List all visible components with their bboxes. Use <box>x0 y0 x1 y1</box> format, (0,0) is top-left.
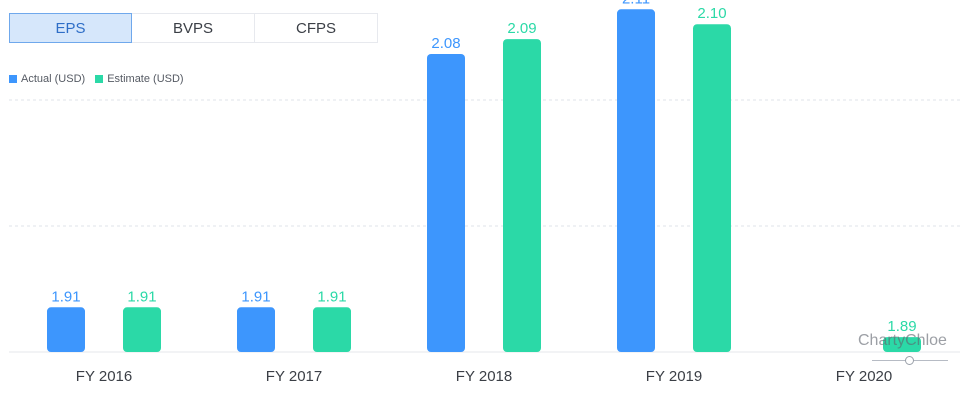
bar-estimate-fy-2020[interactable] <box>883 337 921 352</box>
legend-item-estimate[interactable]: Estimate (USD) <box>95 73 184 85</box>
data-label-estimate-fy-2017: 1.91 <box>317 288 346 305</box>
watermark-slider-knob <box>905 356 914 365</box>
data-label-estimate-fy-2016: 1.91 <box>127 288 156 305</box>
data-label-actual-fy-2019: 2.11 <box>622 0 650 7</box>
data-label-actual-fy-2018: 2.08 <box>431 35 460 52</box>
x-tick-label-fy-2017: FY 2017 <box>266 368 322 385</box>
bar-actual-fy-2016[interactable] <box>47 307 85 352</box>
x-tick-label-fy-2016: FY 2016 <box>76 368 132 385</box>
x-tick-label-fy-2020: FY 2020 <box>836 368 892 385</box>
legend-swatch-estimate <box>95 75 104 83</box>
data-label-estimate-fy-2019: 2.10 <box>697 5 726 22</box>
chart-legend: Actual (USD) Estimate (USD) <box>9 73 194 85</box>
data-label-estimate-fy-2018: 2.09 <box>507 20 536 37</box>
bar-estimate-fy-2016[interactable] <box>123 307 161 352</box>
legend-item-actual[interactable]: Actual (USD) <box>9 73 85 85</box>
bar-estimate-fy-2017[interactable] <box>313 307 351 352</box>
bar-actual-fy-2018[interactable] <box>427 54 465 352</box>
x-tick-label-fy-2018: FY 2018 <box>456 368 512 385</box>
legend-label-estimate: Estimate (USD) <box>107 73 184 85</box>
legend-label-actual: Actual (USD) <box>21 73 86 85</box>
bar-estimate-fy-2019[interactable] <box>693 24 731 352</box>
data-label-estimate-fy-2020: 1.89 <box>887 318 916 335</box>
data-label-actual-fy-2016: 1.91 <box>51 288 80 305</box>
x-tick-label-fy-2019: FY 2019 <box>646 368 702 385</box>
bar-estimate-fy-2018[interactable] <box>503 39 541 352</box>
metric-tabs: EPS BVPS CFPS <box>9 13 378 43</box>
bar-actual-fy-2019[interactable] <box>617 9 655 353</box>
bar-actual-fy-2017[interactable] <box>237 307 275 352</box>
legend-swatch-actual <box>9 75 17 83</box>
watermark-slider <box>872 356 948 366</box>
data-label-actual-fy-2017: 1.91 <box>241 288 270 305</box>
tab-bvps[interactable]: BVPS <box>132 13 255 43</box>
tab-cfps[interactable]: CFPS <box>255 13 378 43</box>
tab-eps[interactable]: EPS <box>9 13 132 43</box>
